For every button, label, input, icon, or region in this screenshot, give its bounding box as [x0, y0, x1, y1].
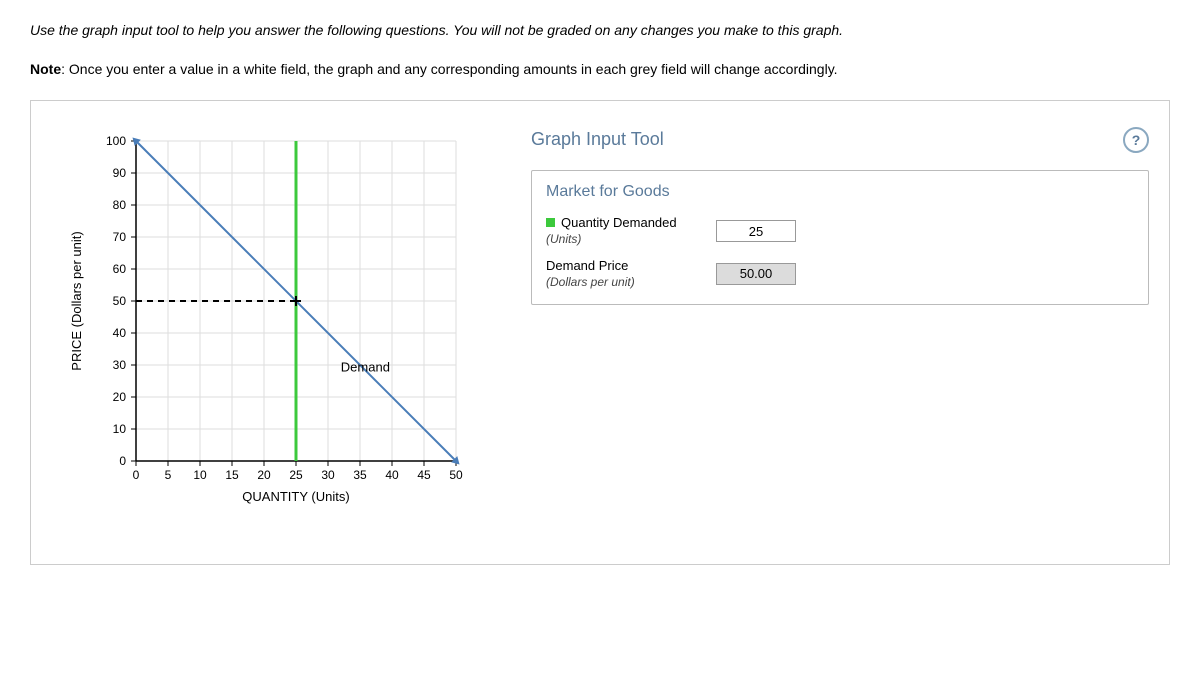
svg-text:70: 70 — [113, 230, 127, 244]
svg-text:100: 100 — [106, 134, 126, 148]
svg-text:50: 50 — [449, 468, 463, 482]
svg-text:5: 5 — [165, 468, 172, 482]
svg-text:60: 60 — [113, 262, 127, 276]
price-output — [716, 263, 796, 285]
svg-text:20: 20 — [113, 390, 127, 404]
chart-container[interactable]: 0 5 10 15 20 25 30 35 40 45 50 0 10 20 30 40 50 60 70 80 90 1… — [51, 121, 491, 524]
field-row: Quantity Demanded(Units) — [546, 215, 1134, 248]
svg-text:40: 40 — [385, 468, 399, 482]
field-label: Demand Price(Dollars per unit) — [546, 258, 696, 291]
svg-text:10: 10 — [193, 468, 207, 482]
demand-chart[interactable]: 0 5 10 15 20 25 30 35 40 45 50 0 10 20 30 40 50 60 70 80 90 1… — [51, 121, 491, 521]
svg-text:20: 20 — [257, 468, 271, 482]
instructions-text: Use the graph input tool to help you ans… — [30, 20, 1170, 41]
svg-text:45: 45 — [417, 468, 431, 482]
svg-text:80: 80 — [113, 198, 127, 212]
tool-title: Graph Input Tool — [531, 129, 1149, 150]
help-icon[interactable]: ? — [1123, 127, 1149, 153]
color-swatch — [546, 218, 555, 227]
quantity-input[interactable] — [716, 220, 796, 242]
svg-text:30: 30 — [321, 468, 335, 482]
note-label: Note — [30, 61, 61, 77]
svg-text:Demand: Demand — [341, 359, 390, 374]
svg-text:15: 15 — [225, 468, 239, 482]
section-title: Market for Goods — [546, 183, 1134, 201]
svg-text:PRICE (Dollars per unit): PRICE (Dollars per unit) — [69, 231, 84, 370]
tool-panel: ? Graph Input Tool Market for Goods Quan… — [531, 121, 1149, 305]
note-body: : Once you enter a value in a white fiel… — [61, 61, 837, 77]
svg-text:40: 40 — [113, 326, 127, 340]
market-section: Market for Goods Quantity Demanded(Units… — [531, 170, 1149, 305]
field-row: Demand Price(Dollars per unit) — [546, 258, 1134, 291]
note-text: Note: Once you enter a value in a white … — [30, 59, 1170, 80]
svg-text:10: 10 — [113, 422, 127, 436]
svg-text:25: 25 — [289, 468, 303, 482]
field-label: Quantity Demanded(Units) — [546, 215, 696, 248]
svg-text:35: 35 — [353, 468, 367, 482]
svg-text:90: 90 — [113, 166, 127, 180]
main-panel: 0 5 10 15 20 25 30 35 40 45 50 0 10 20 30 40 50 60 70 80 90 1… — [30, 100, 1170, 565]
svg-text:QUANTITY (Units): QUANTITY (Units) — [242, 489, 349, 504]
svg-text:30: 30 — [113, 358, 127, 372]
svg-text:0: 0 — [119, 454, 126, 468]
svg-text:50: 50 — [113, 294, 127, 308]
svg-text:0: 0 — [133, 468, 140, 482]
